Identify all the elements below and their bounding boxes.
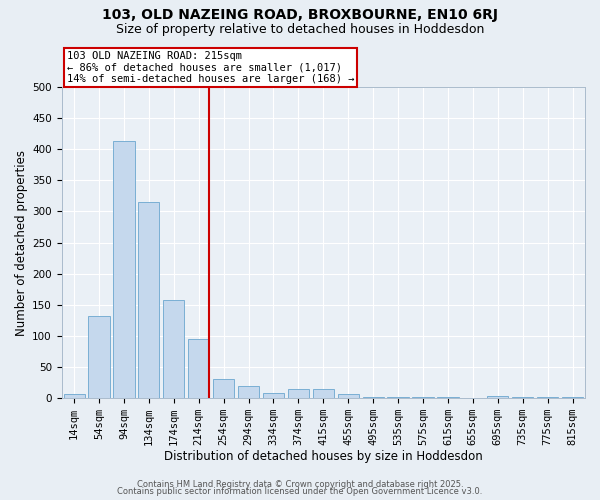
Text: Size of property relative to detached houses in Hoddesdon: Size of property relative to detached ho…: [116, 22, 484, 36]
Bar: [238, 386, 259, 398]
Bar: [88, 316, 110, 398]
Text: 103, OLD NAZEING ROAD, BROXBOURNE, EN10 6RJ: 103, OLD NAZEING ROAD, BROXBOURNE, EN10 …: [102, 8, 498, 22]
Text: Contains HM Land Registry data © Crown copyright and database right 2025.: Contains HM Land Registry data © Crown c…: [137, 480, 463, 489]
Bar: [313, 389, 334, 398]
Bar: [113, 141, 134, 398]
Bar: [487, 396, 508, 398]
Bar: [163, 300, 184, 398]
Text: 103 OLD NAZEING ROAD: 215sqm
← 86% of detached houses are smaller (1,017)
14% of: 103 OLD NAZEING ROAD: 215sqm ← 86% of de…: [67, 50, 355, 84]
X-axis label: Distribution of detached houses by size in Hoddesdon: Distribution of detached houses by size …: [164, 450, 482, 462]
Bar: [64, 394, 85, 398]
Bar: [338, 394, 359, 398]
Bar: [288, 389, 309, 398]
Bar: [263, 393, 284, 398]
Text: Contains public sector information licensed under the Open Government Licence v3: Contains public sector information licen…: [118, 487, 482, 496]
Bar: [188, 339, 209, 398]
Y-axis label: Number of detached properties: Number of detached properties: [15, 150, 28, 336]
Bar: [138, 202, 160, 398]
Bar: [213, 380, 234, 398]
